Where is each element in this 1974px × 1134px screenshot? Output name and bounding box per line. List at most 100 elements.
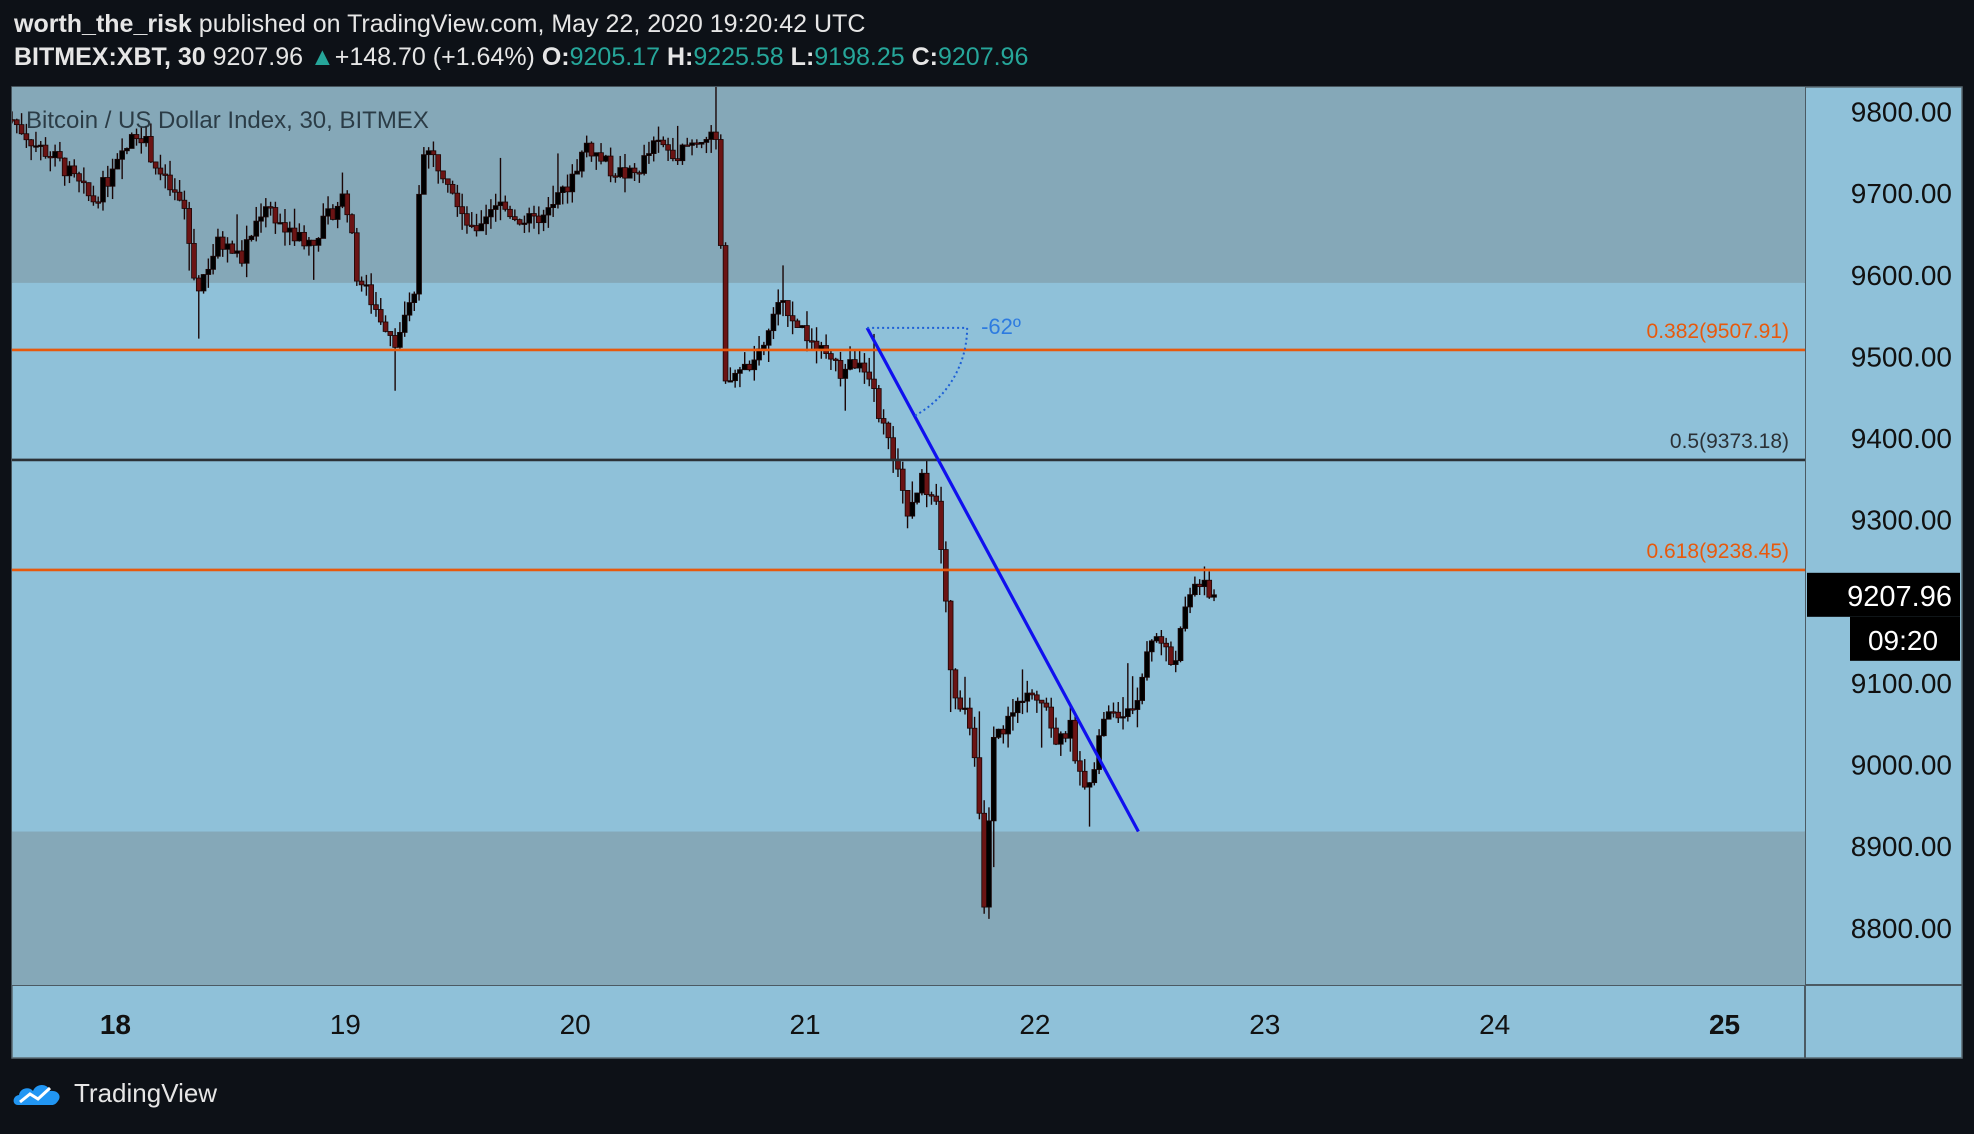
candle-body [52, 151, 58, 159]
up-arrow-icon: ▲ [309, 43, 335, 71]
candle-body [243, 239, 250, 264]
candle-body [717, 139, 724, 246]
candle [914, 492, 920, 505]
candle-body [880, 418, 887, 424]
candle-body [765, 330, 772, 346]
candle-body [1067, 719, 1074, 739]
candle [785, 300, 791, 327]
candle [603, 154, 609, 163]
candle-body [660, 139, 667, 146]
footer: TradingView [12, 1078, 217, 1109]
candle-body [588, 142, 595, 157]
candle-body [13, 119, 20, 126]
candle-body [574, 170, 580, 175]
candle [1010, 698, 1016, 731]
candle-body [799, 325, 805, 328]
candle [1163, 637, 1169, 662]
candle-body [320, 215, 327, 239]
candle-body [444, 178, 451, 185]
countdown-label: 09:20 [1868, 625, 1938, 656]
low-label: L: [790, 43, 815, 71]
high-label: H: [666, 43, 694, 71]
candle-body [871, 378, 877, 389]
y-tick-label: 9500.00 [1851, 341, 1952, 372]
candle-body [531, 213, 537, 217]
open-value: 9205.17 [569, 43, 660, 71]
fib-level-label: 0.5(9373.18) [1670, 430, 1789, 453]
candle [191, 228, 197, 281]
candle-body [124, 148, 130, 152]
candle-body [943, 549, 949, 602]
candle [952, 668, 959, 710]
candle-body [57, 151, 63, 159]
candle-body [301, 231, 307, 247]
candle-body [387, 331, 394, 336]
candle [1029, 689, 1035, 700]
candle [13, 118, 20, 134]
candle [1101, 711, 1107, 737]
candle [1014, 697, 1021, 723]
candle [478, 210, 485, 232]
candle [943, 541, 949, 613]
candle [899, 461, 906, 504]
candle [938, 486, 944, 564]
candle-body [488, 209, 494, 218]
candle-body [966, 707, 973, 729]
candle-body [440, 170, 446, 180]
candle-body [746, 363, 753, 371]
candle [28, 138, 34, 161]
trendline [865, 327, 1140, 833]
y-tick-label: 9700.00 [1851, 178, 1952, 209]
candle-body [698, 142, 705, 145]
candle [172, 178, 178, 201]
symbol-label[interactable]: BITMEX:XBT, 30 [14, 43, 206, 71]
candle-body [306, 239, 312, 247]
candle [430, 141, 437, 168]
candle-body [421, 154, 427, 195]
candle [588, 141, 595, 162]
candle-body [1148, 640, 1155, 653]
candle [100, 170, 106, 211]
candle-body [464, 213, 470, 226]
candle [832, 357, 839, 372]
candle [804, 311, 810, 352]
candle [1125, 663, 1131, 722]
candle-body [598, 152, 604, 162]
candle [119, 138, 125, 180]
candle-body [1139, 676, 1146, 701]
candle [871, 333, 877, 402]
footer-brand[interactable]: TradingView [74, 1078, 218, 1108]
candle-body [914, 492, 920, 503]
candle [258, 203, 264, 233]
candle [71, 159, 78, 178]
candle-body [909, 501, 916, 517]
candle [866, 357, 873, 387]
candle [167, 160, 173, 196]
candle-body [152, 161, 159, 169]
price-change: +148.70 (+1.64%) [334, 43, 535, 71]
candle-body [785, 300, 791, 317]
candle-body [234, 250, 240, 254]
publisher-name[interactable]: worth_the_risk [14, 10, 192, 38]
tradingview-cloud-logo-icon[interactable] [12, 1079, 64, 1109]
candle-body [315, 238, 322, 246]
candle [876, 385, 882, 423]
candle [152, 161, 159, 175]
candle-body [1038, 699, 1045, 704]
candle-body [1057, 733, 1064, 745]
candle-body [368, 284, 374, 306]
candle-body [703, 139, 710, 143]
candle-body [512, 216, 518, 221]
candle-body [971, 727, 978, 759]
candle-body [737, 369, 743, 374]
open-label: O: [541, 43, 570, 71]
chart-title: Bitcoin / US Dollar Index, 30, BITMEX [26, 107, 429, 134]
candle-body [239, 250, 245, 264]
candle-body [66, 165, 73, 177]
candle [368, 273, 374, 314]
candle [842, 363, 849, 411]
candle-body [976, 757, 983, 814]
candle-body [1053, 727, 1059, 745]
candle-body [1125, 708, 1131, 718]
